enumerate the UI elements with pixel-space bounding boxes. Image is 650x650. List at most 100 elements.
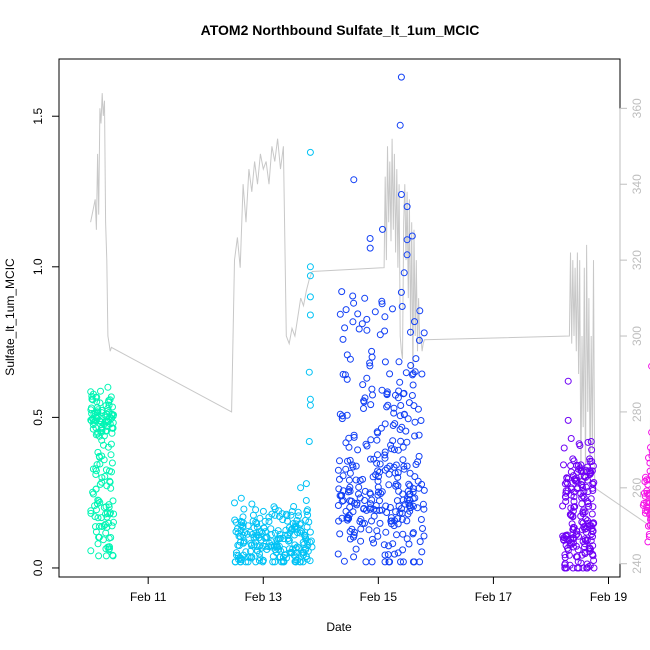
- data-point: [306, 311, 314, 319]
- data-point: [345, 486, 353, 494]
- data-point: [398, 423, 406, 431]
- data-point: [104, 543, 112, 551]
- data-point: [397, 402, 405, 409]
- data-point: [376, 497, 383, 505]
- data-point: [565, 551, 573, 559]
- data-point: [361, 519, 368, 527]
- data-point: [342, 439, 350, 447]
- data-point: [418, 548, 426, 556]
- data-point: [362, 558, 370, 566]
- data-point: [383, 388, 391, 396]
- data-point: [560, 444, 568, 452]
- data-point: [368, 517, 375, 525]
- data-point: [411, 432, 419, 440]
- data-point: [646, 521, 650, 529]
- data-point: [98, 474, 106, 482]
- data-point: [286, 529, 294, 537]
- data-point: [287, 511, 295, 519]
- data-point: [368, 558, 376, 566]
- data-point: [290, 503, 298, 510]
- data-point: [564, 480, 571, 488]
- data-point: [279, 516, 287, 524]
- data-point: [275, 542, 283, 550]
- data-point: [403, 517, 411, 525]
- data-point: [355, 325, 363, 333]
- data-point: [394, 473, 402, 481]
- data-point: [366, 362, 374, 370]
- data-point: [561, 551, 569, 559]
- data-point: [413, 504, 421, 512]
- data-point: [261, 534, 269, 542]
- data-point: [378, 297, 386, 305]
- data-point: [374, 467, 382, 475]
- data-point: [297, 549, 305, 557]
- data-point: [104, 383, 112, 391]
- data-point: [580, 506, 588, 514]
- data-point: [387, 514, 395, 522]
- data-point: [569, 534, 577, 542]
- data-point: [350, 433, 358, 441]
- data-point: [374, 532, 382, 540]
- data-point: [94, 430, 102, 438]
- data-point: [648, 448, 650, 455]
- data-point: [397, 73, 405, 81]
- data-point: [587, 495, 595, 503]
- data-point: [104, 418, 112, 425]
- data-point: [571, 503, 578, 511]
- secondary-line: [90, 93, 650, 527]
- data-point: [350, 553, 358, 561]
- data-point: [288, 549, 296, 557]
- data-point: [376, 468, 383, 476]
- series-4: [559, 377, 598, 572]
- data-point: [388, 445, 395, 453]
- data-point: [410, 502, 417, 510]
- data-point: [348, 461, 356, 469]
- data-point: [640, 489, 648, 497]
- data-point: [645, 454, 650, 462]
- y2-tick-label: 340: [630, 174, 644, 194]
- data-point: [386, 504, 394, 511]
- data-point: [305, 518, 313, 526]
- data-point: [368, 385, 376, 393]
- data-point: [573, 553, 581, 561]
- data-point: [100, 432, 108, 440]
- data-point: [94, 448, 102, 456]
- data-point: [574, 484, 582, 492]
- data-point: [382, 502, 390, 510]
- data-point: [573, 530, 581, 538]
- data-point: [392, 461, 400, 469]
- data-point: [102, 552, 110, 560]
- data-point: [87, 416, 95, 424]
- data-point: [292, 520, 300, 528]
- series-3: [334, 73, 428, 566]
- data-point: [400, 389, 408, 397]
- data-point: [237, 558, 245, 566]
- series-1: [87, 383, 118, 560]
- data-point: [376, 331, 384, 339]
- data-point: [259, 542, 267, 550]
- data-point: [107, 509, 114, 517]
- data-point: [265, 518, 273, 525]
- data-point: [276, 530, 284, 538]
- data-point: [248, 541, 256, 549]
- data-point: [405, 399, 413, 407]
- data-point: [361, 394, 369, 402]
- data-point: [564, 416, 572, 424]
- data-point: [383, 403, 391, 411]
- data-point: [564, 377, 572, 385]
- data-point: [357, 525, 365, 533]
- data-point: [363, 374, 371, 382]
- data-point: [261, 517, 269, 525]
- x-axis-title: Date: [326, 620, 352, 634]
- data-point: [388, 517, 396, 525]
- data-point: [589, 528, 597, 536]
- data-point: [306, 528, 314, 536]
- data-point: [399, 443, 407, 451]
- data-point: [383, 464, 391, 472]
- data-point: [403, 251, 411, 259]
- data-point: [578, 494, 586, 502]
- series-layer: [87, 73, 650, 572]
- data-point: [363, 315, 371, 323]
- data-point: [335, 485, 343, 493]
- data-point: [106, 545, 113, 553]
